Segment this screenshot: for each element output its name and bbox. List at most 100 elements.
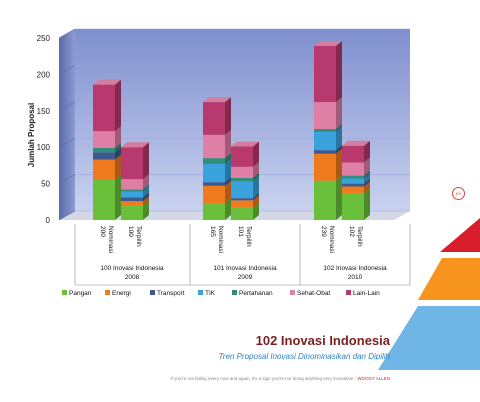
y-tick-label: 200: [37, 70, 51, 79]
bar-segment-side: [115, 142, 121, 153]
bar-segment-side: [364, 181, 370, 194]
bar-segment-side: [143, 186, 149, 198]
y-axis-ticks: 0 50 100 150 200 250: [37, 34, 51, 225]
bar-segment-side: [225, 153, 231, 164]
bar-category-label: Nominasi: [328, 226, 335, 253]
bar-segment-side: [253, 202, 259, 220]
bar-segment: [314, 129, 336, 132]
legend-label: Sehat-Obat: [297, 290, 330, 297]
bar-segment: [342, 178, 364, 184]
bar-category-label: Terpilih: [356, 226, 363, 247]
bar-top: [231, 141, 259, 147]
legend-label: TIK: [205, 290, 216, 297]
bar-segment-side: [143, 174, 149, 190]
bar-segment-side: [143, 184, 149, 192]
bar-segment: [342, 186, 364, 194]
bar-segment: [203, 134, 225, 159]
bar-segment: [121, 197, 143, 202]
bar-segment-side: [225, 97, 231, 135]
legend-swatch: [290, 290, 295, 295]
y-tick-label: 0: [46, 216, 51, 225]
legend-label: Energi: [112, 290, 131, 297]
bar-segment-side: [225, 177, 231, 186]
bar-segment: [231, 207, 253, 220]
gridline-depth: [58, 210, 76, 221]
bar-category-label: Terpilih: [245, 226, 252, 247]
slide-title: 102 Inovasi Indonesia: [255, 333, 390, 348]
bar-segment: [121, 189, 143, 192]
bar-total-label: 101: [237, 226, 244, 237]
gridline-depth: [58, 65, 76, 75]
bar-segment: [314, 180, 336, 220]
bar-segment-side: [253, 172, 259, 182]
gridline-depth: [58, 28, 76, 39]
bar-segment: [342, 183, 364, 187]
bar-segment: [93, 147, 115, 153]
bar-segment-side: [253, 193, 259, 201]
bar-segment-side: [253, 161, 259, 178]
bar-segment: [203, 182, 225, 186]
bar-segment-side: [225, 180, 231, 204]
legend-swatch: [198, 290, 203, 295]
bar-segment: [121, 191, 143, 198]
bar-segment: [93, 131, 115, 148]
bar-segment: [231, 198, 253, 201]
bar-category-label: Nominasi: [107, 226, 114, 253]
bar-segment: [203, 203, 225, 220]
bar-top: [121, 142, 149, 148]
bar-segment-side: [364, 140, 370, 163]
bar-segment-side: [115, 174, 121, 220]
bar-segment-side: [143, 192, 149, 202]
quote: If you're not failing every now and agai…: [120, 376, 390, 381]
bar-segment-side: [115, 147, 121, 160]
legend-swatch: [232, 290, 237, 295]
legend-label: Pertahanan: [239, 290, 273, 297]
slide-subtitle: Tren Proposal Inovasi Dinominasikan dan …: [218, 352, 391, 361]
bar-segment: [231, 200, 253, 208]
bar-segment: [231, 181, 253, 199]
bar-total-label: 165: [209, 226, 216, 237]
bar-segment: [342, 175, 364, 179]
bar-segment-side: [253, 141, 259, 167]
bar-segment: [342, 162, 364, 176]
bar-total-label: 200: [99, 226, 106, 237]
legend: Pangan Energi Transport TIK Pertahanan Sehat-…: [62, 290, 380, 297]
bar-segment-side: [143, 196, 149, 206]
gridline-depth: [58, 137, 76, 148]
bar-segment-side: [364, 157, 370, 176]
bars: [93, 41, 370, 220]
bar-total-label: 100: [127, 226, 134, 237]
group-year-label: 2009: [238, 274, 253, 281]
bar-top: [314, 41, 342, 47]
y-tick-label: 50: [41, 180, 50, 189]
bar-top: [342, 140, 370, 146]
bar-top: [203, 97, 231, 103]
bar-segment: [342, 145, 364, 163]
bar-segment-side: [225, 198, 231, 220]
legend-swatch: [62, 290, 67, 295]
bar-segment: [314, 131, 336, 151]
bar-segment-side: [336, 145, 342, 154]
group-label: 100 Inovasi Indonesia: [100, 265, 164, 272]
bar-segment: [121, 147, 143, 180]
y-tick-label: 150: [37, 107, 51, 116]
bar-segment-side: [364, 178, 370, 187]
bar-segment: [93, 179, 115, 220]
y-tick-label: 100: [37, 143, 51, 152]
bar-category-label: Nominasi: [217, 226, 224, 253]
bar-segment-side: [253, 176, 259, 199]
y-axis-label: Jumlah Proposal: [27, 103, 36, 167]
bar-segment-side: [336, 148, 342, 181]
bar-segment: [203, 163, 225, 183]
bar-segment: [121, 201, 143, 206]
bar-segment-side: [143, 142, 149, 180]
bar-segment: [93, 152, 115, 160]
gridline-depth: [58, 174, 76, 184]
bar-segment: [231, 146, 253, 167]
group-year-label: 2008: [125, 274, 140, 281]
bar-segment: [314, 102, 336, 129]
quote-author: WOODY ALLEN: [357, 376, 390, 381]
legend-swatch: [150, 290, 155, 295]
bar-top: [93, 79, 121, 85]
